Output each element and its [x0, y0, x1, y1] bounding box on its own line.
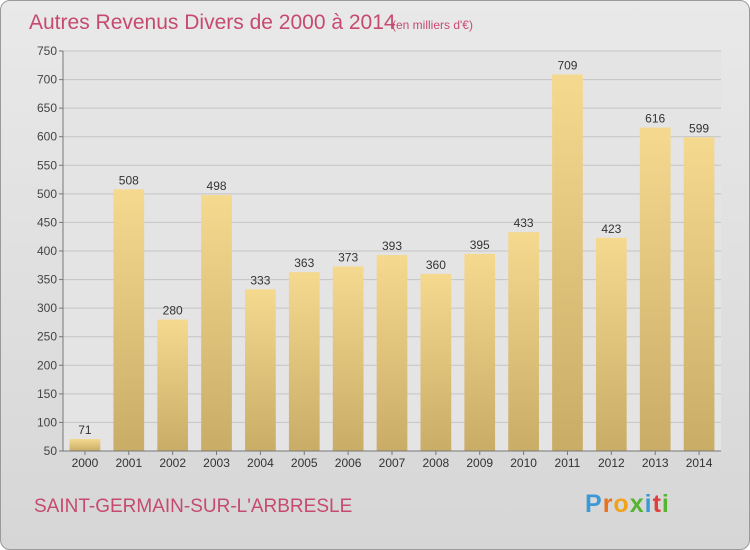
bar-2002	[157, 319, 189, 451]
x-tick-label-2004: 2004	[247, 456, 274, 470]
bar-2011	[552, 74, 583, 451]
y-tick-label: 500	[37, 187, 57, 201]
data-label-2003: 498	[207, 179, 227, 193]
bar-2009	[464, 253, 496, 451]
bar-2005	[288, 272, 320, 451]
y-tick-label: 100	[37, 415, 57, 429]
bar-2013	[639, 127, 671, 452]
logo-letter: t	[652, 490, 662, 518]
data-label-2002: 280	[163, 304, 183, 318]
proxiti-logo: Proxiti	[585, 490, 670, 519]
y-tick-label: 50	[44, 444, 58, 458]
x-tick-label-2005: 2005	[291, 456, 318, 470]
logo-letter: o	[613, 490, 630, 518]
data-label-2014: 599	[689, 121, 709, 135]
data-label-2011: 709	[557, 58, 577, 72]
data-label-2006: 373	[338, 250, 358, 264]
data-label-2013: 616	[645, 112, 665, 126]
x-tick-label-2003: 2003	[203, 456, 230, 470]
bar-2007	[376, 255, 408, 451]
data-label-2000: 71	[78, 423, 92, 437]
data-label-2012: 423	[601, 222, 621, 236]
logo-letter: i	[661, 490, 670, 518]
x-tick-label-2012: 2012	[598, 456, 625, 470]
y-tick-label: 600	[37, 130, 57, 144]
x-tick-label-2010: 2010	[510, 456, 537, 470]
x-tick-label-2006: 2006	[335, 456, 362, 470]
bar-2014	[683, 137, 715, 452]
y-tick-label: 300	[37, 301, 57, 315]
data-label-2004: 333	[250, 273, 270, 287]
bar-2012	[595, 237, 627, 451]
data-label-2010: 433	[514, 216, 534, 230]
place-name: SAINT-GERMAIN-SUR-L'ARBRESLE	[34, 496, 353, 517]
logo-letter: P	[585, 490, 603, 518]
y-tick-label: 700	[37, 73, 57, 87]
logo-letter: x	[629, 490, 645, 518]
y-tick-label: 450	[37, 215, 57, 229]
y-tick-label: 150	[37, 387, 57, 401]
data-label-2007: 393	[382, 239, 402, 253]
bar-2006	[332, 266, 364, 451]
x-tick-label-2013: 2013	[642, 456, 669, 470]
x-tick-label-2000: 2000	[72, 456, 99, 470]
y-tick-label: 650	[37, 101, 57, 115]
y-tick-label: 550	[37, 158, 57, 172]
chart-subtitle: (en milliers d'€)	[392, 18, 473, 32]
data-label-2001: 508	[119, 173, 139, 187]
data-label-2009: 395	[470, 238, 490, 252]
bar-2000	[69, 439, 101, 451]
x-tick-label-2001: 2001	[115, 456, 142, 470]
y-tick-label: 350	[37, 273, 57, 287]
data-label-2008: 360	[426, 258, 446, 272]
chart-title: Autres Revenus Divers de 2000 à 2014	[29, 11, 396, 34]
y-tick-label: 200	[37, 358, 57, 372]
bar-2010	[508, 232, 539, 451]
x-tick-label-2002: 2002	[159, 456, 186, 470]
y-tick-label: 750	[37, 44, 57, 58]
logo-letter: i	[644, 490, 653, 518]
x-tick-label-2007: 2007	[379, 456, 406, 470]
y-tick-label: 250	[37, 330, 57, 344]
bar-2008	[420, 273, 452, 451]
x-tick-label-2014: 2014	[686, 456, 713, 470]
data-label-2005: 363	[294, 256, 314, 270]
x-tick-label-2011: 2011	[555, 456, 581, 470]
y-tick-label: 400	[37, 244, 57, 258]
x-tick-label-2008: 2008	[423, 456, 450, 470]
bar-2001	[113, 189, 145, 452]
bar-2004	[245, 289, 276, 451]
x-tick-label-2009: 2009	[466, 456, 493, 470]
bar-2003	[201, 195, 232, 451]
logo-letter: r	[602, 490, 614, 518]
